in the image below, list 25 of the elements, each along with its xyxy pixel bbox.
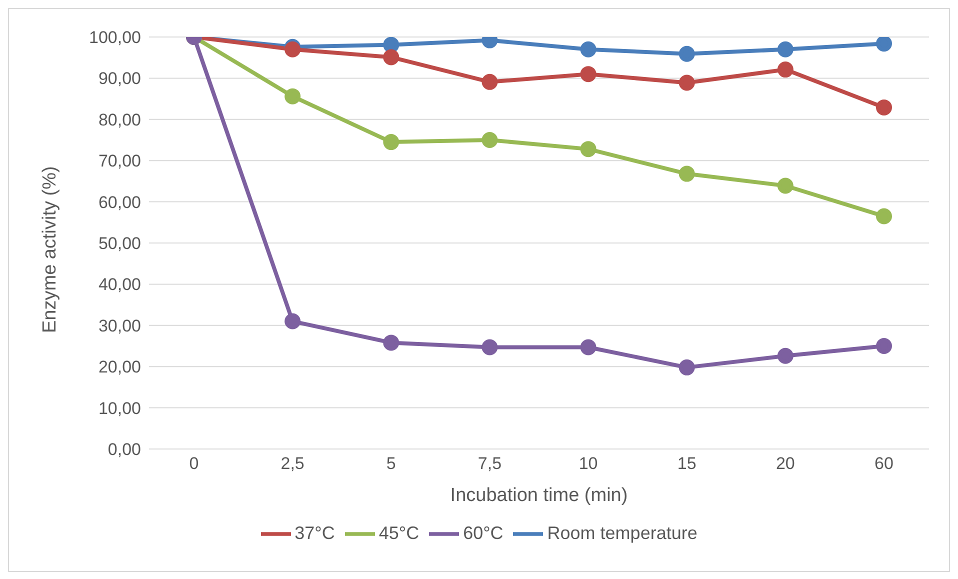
legend-label: 45°C (378, 522, 420, 543)
x-tick-label: 2,5 (280, 454, 304, 474)
x-axis-title: Incubation time (min) (450, 485, 628, 506)
legend-label: 60°C (463, 522, 504, 543)
x-tick-label: 60 (874, 454, 894, 474)
y-tick-label: 0,00 (108, 440, 141, 460)
y-tick-label: 100,00 (89, 28, 141, 48)
y-tick-label: 80,00 (98, 110, 141, 130)
x-tick-label: 20 (776, 454, 795, 474)
y-axis-title: Enzyme activity (%) (40, 166, 61, 333)
y-tick-label: 60,00 (98, 192, 141, 212)
y-tick-label: 40,00 (98, 275, 141, 294)
y-tick-label: 30,00 (98, 316, 141, 336)
legend-label: 37°C (294, 522, 335, 543)
legend-label: Room temperature (547, 522, 698, 543)
y-tick-label: 10,00 (98, 398, 141, 418)
y-tick-label: 50,00 (98, 234, 141, 254)
y-tick-label: 20,00 (98, 358, 141, 377)
y-tick-label: 90,00 (98, 69, 141, 88)
x-tick-label: 5 (386, 454, 396, 474)
y-tick-label: 70,00 (98, 152, 141, 171)
x-tick-label: 15 (677, 454, 696, 474)
x-tick-label: 7,5 (478, 454, 502, 474)
x-tick-label: 0 (189, 454, 199, 474)
x-tick-label: 10 (578, 454, 598, 474)
